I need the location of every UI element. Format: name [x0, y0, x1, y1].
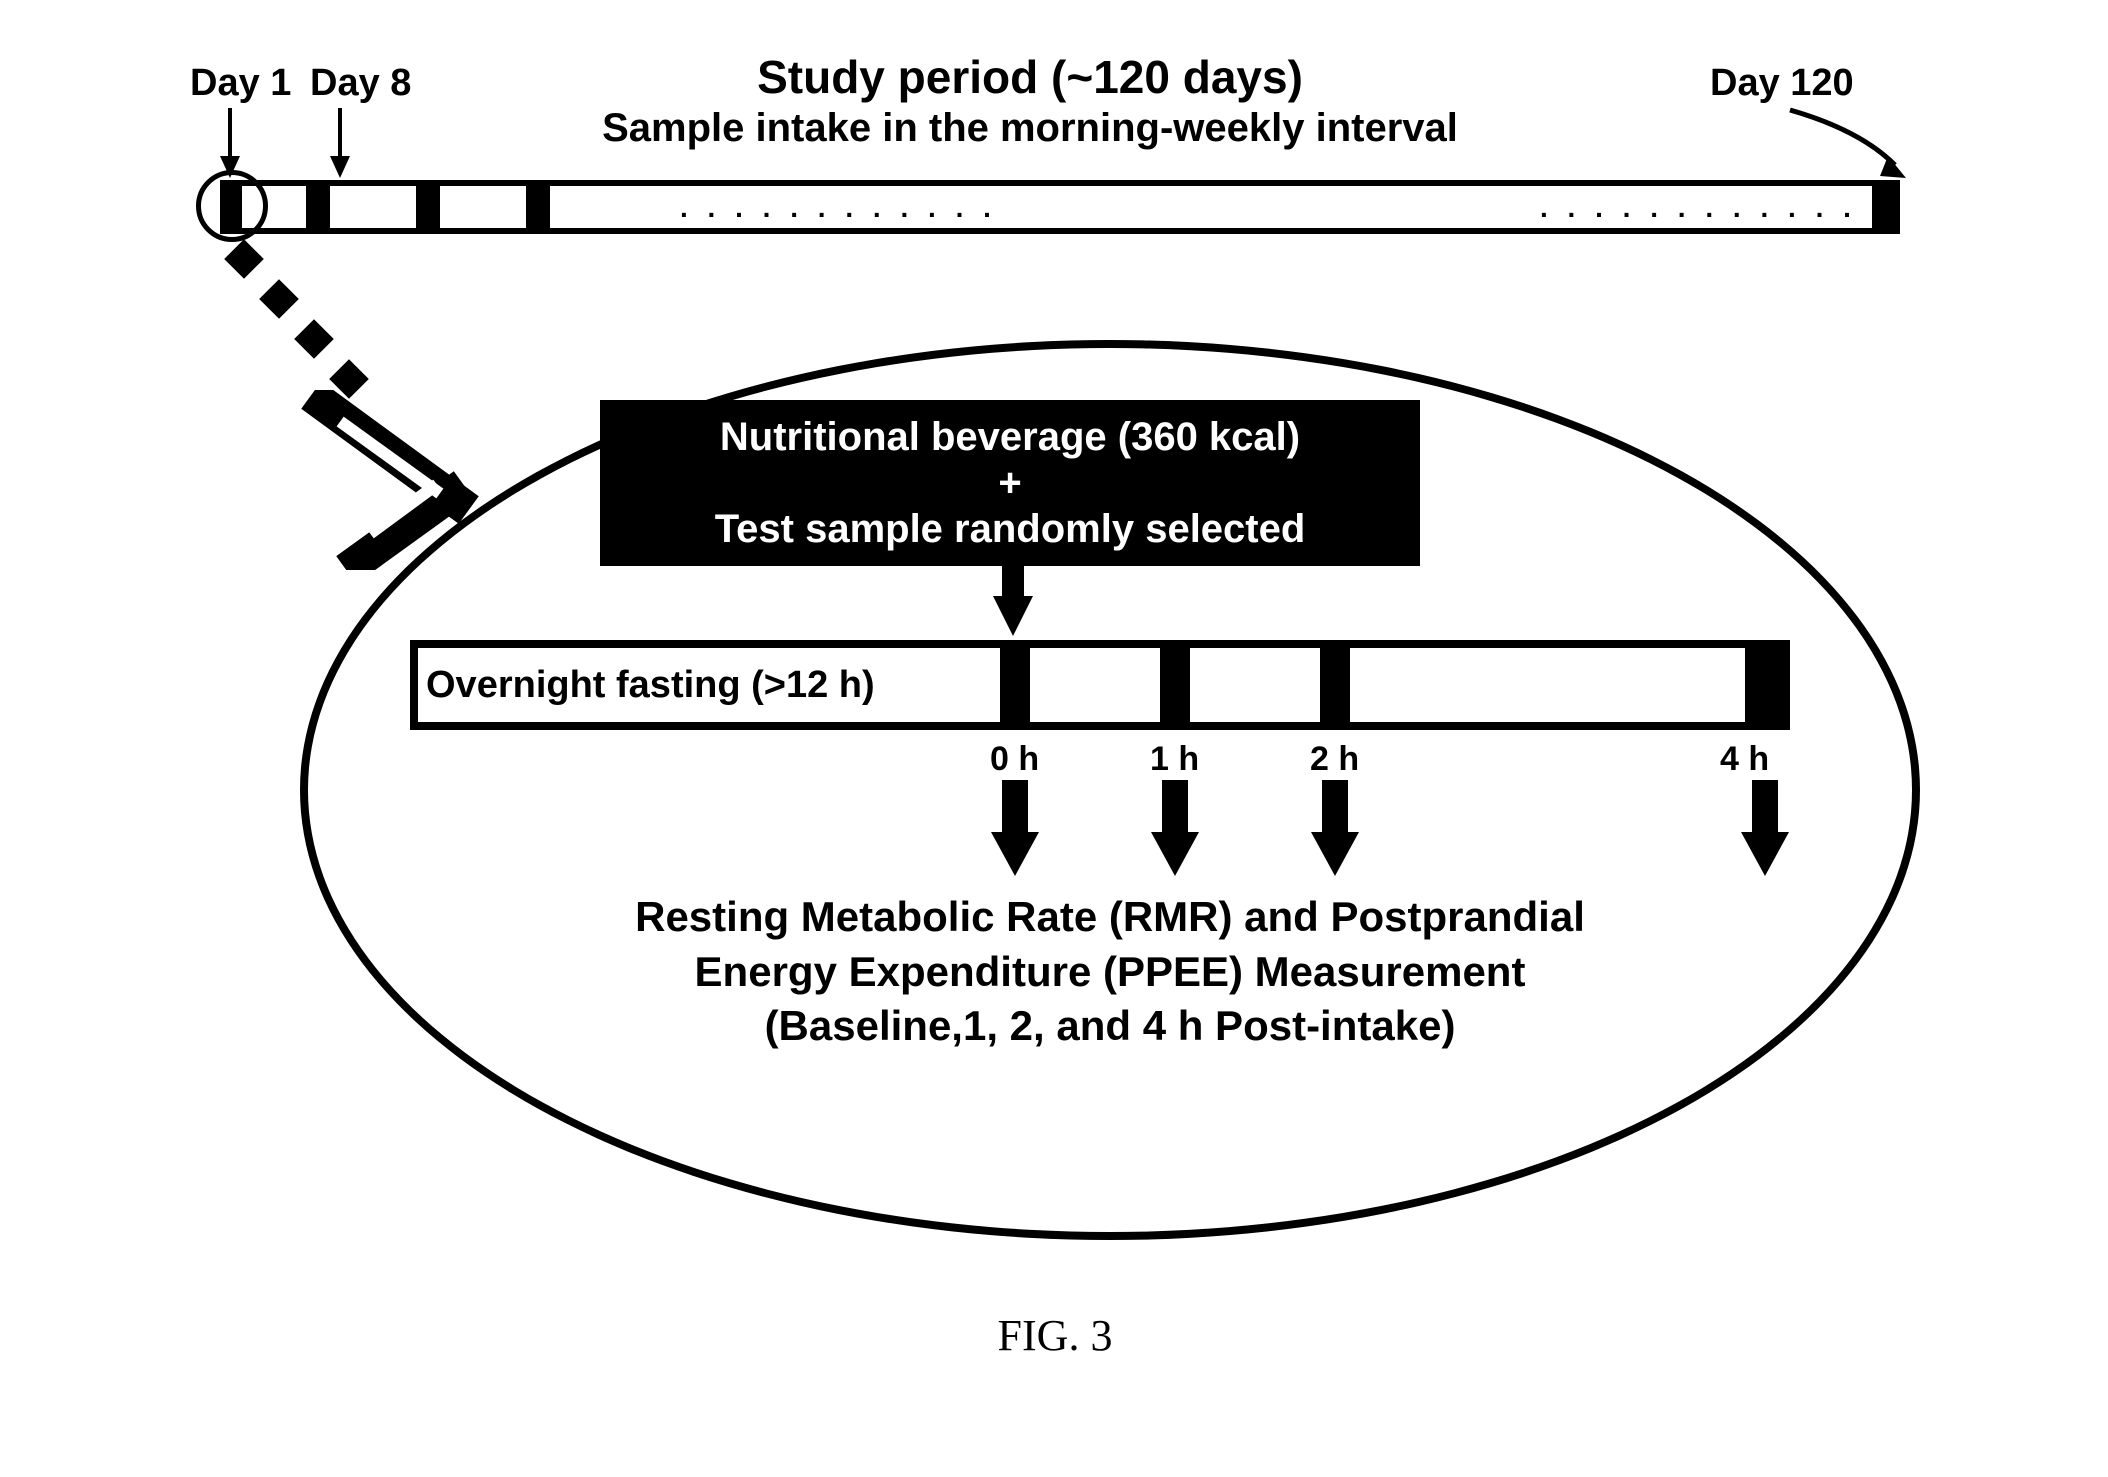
arrow-0h-stem [1002, 780, 1028, 835]
itick-4h [1745, 640, 1790, 730]
tick-week4 [526, 186, 550, 228]
bottom-line2: Energy Expenditure (PPEE) Measurement [695, 948, 1526, 995]
arrow-1h-stem [1162, 780, 1188, 835]
day8-label: Day 8 [310, 62, 411, 105]
ellipsis-left: . . . . . . . . . . . . [680, 192, 997, 224]
day120-label: Day 120 [1710, 62, 1854, 105]
box-line2: Test sample randomly selected [715, 507, 1306, 551]
box-line1: Nutritional beverage (360 kcal) [720, 415, 1300, 459]
itick-1h [1160, 640, 1190, 730]
bottom-line1: Resting Metabolic Rate (RMR) and Postpra… [635, 893, 1585, 940]
study-title: Study period (~120 days) [480, 50, 1580, 104]
ellipsis-right: . . . . . . . . . . . . [1540, 192, 1857, 224]
box-plus: + [998, 461, 1021, 505]
arrow-0h-head [991, 832, 1039, 876]
arrow-2h-stem [1322, 780, 1348, 835]
dash-2 [259, 279, 299, 319]
itick-0h [1000, 640, 1030, 730]
arrow-4h-head [1741, 832, 1789, 876]
bottom-line3: (Baseline,1, 2, and 4 h Post-intake) [765, 1002, 1456, 1049]
label-1h: 1 h [1150, 740, 1199, 779]
day1-label: Day 1 [190, 62, 291, 105]
arrow-4h-stem [1752, 780, 1778, 835]
dash-3 [294, 319, 334, 359]
arrow-1h-head [1151, 832, 1199, 876]
day8-pointer-line [338, 108, 342, 156]
dash-1 [224, 239, 264, 279]
tick-week3 [416, 186, 440, 228]
intervention-box: Nutritional beverage (360 kcal) + Test s… [600, 400, 1420, 566]
tick-day8 [306, 186, 330, 228]
measurement-description: Resting Metabolic Rate (RMR) and Postpra… [460, 890, 1760, 1054]
day8-pointer-head [330, 156, 350, 178]
arrow-2h-head [1311, 832, 1359, 876]
day1-highlight-circle [196, 170, 268, 242]
itick-2h [1320, 640, 1350, 730]
box-arrow-stem [1002, 554, 1024, 598]
study-subtitle: Sample intake in the morning-weekly inte… [430, 106, 1630, 151]
label-0h: 0 h [990, 740, 1039, 779]
figure-label: FIG. 3 [180, 1310, 1930, 1361]
tick-day120 [1872, 186, 1894, 228]
label-2h: 2 h [1310, 740, 1359, 779]
fasting-label: Overnight fasting (>12 h) [426, 664, 875, 707]
figure-canvas: Study period (~120 days) Sample intake i… [180, 50, 1930, 1430]
label-4h: 4 h [1720, 740, 1769, 779]
day1-pointer-line [228, 108, 232, 156]
box-arrow-head [993, 596, 1033, 636]
day120-pointer [1780, 100, 1950, 190]
